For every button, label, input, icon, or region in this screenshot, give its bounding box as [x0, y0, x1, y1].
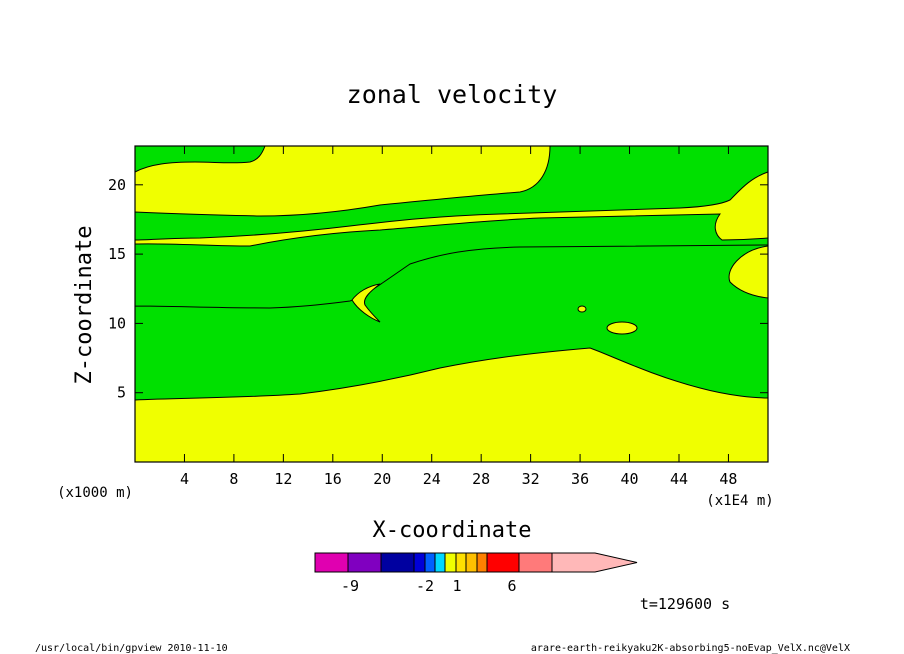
y-tick-label: 20 — [108, 176, 126, 194]
x-tick-label: 8 — [229, 470, 238, 488]
colorbar-labels: -9 -2 1 6 — [341, 577, 517, 595]
contour-island-oval — [606, 321, 638, 335]
x-tick-label: 48 — [719, 470, 737, 488]
contour-region-green-top — [134, 145, 266, 173]
x-tick-label: 24 — [423, 470, 441, 488]
colorbar-swatch — [314, 552, 349, 573]
x-tick-label: 4 — [180, 470, 189, 488]
footer-right: arare-earth-reikyaku2K-absorbing5-noEvap… — [531, 643, 850, 654]
colorbar-swatch — [444, 552, 457, 573]
colorbar-swatch — [455, 552, 467, 573]
y-axis: 5 10 15 20 — [108, 176, 768, 402]
colorbar-label: -2 — [416, 577, 434, 595]
y-tick-label: 10 — [108, 314, 126, 332]
y-axis-label: Z-coordinate — [72, 226, 97, 385]
colorbar-swatch — [347, 552, 382, 573]
colorbar-label: 1 — [452, 577, 461, 595]
x-tick-label: 36 — [571, 470, 589, 488]
chart-title: zonal velocity — [347, 80, 558, 109]
x-axis-label: X-coordinate — [373, 518, 532, 543]
footer-left: /usr/local/bin/gpview 2010-11-10 — [35, 643, 228, 654]
x-tick-label: 20 — [373, 470, 391, 488]
colorbar-swatch — [413, 552, 426, 573]
x-tick-label: 16 — [324, 470, 342, 488]
colorbar-swatch — [434, 552, 446, 573]
y-tick-label: 15 — [108, 245, 126, 263]
x-tick-label: 40 — [621, 470, 639, 488]
contour-region-green-middle — [134, 145, 769, 241]
colorbar-swatch — [424, 552, 436, 573]
colorbar-swatch — [476, 552, 488, 573]
colorbar-label: -9 — [341, 577, 359, 595]
x-tick-label: 32 — [522, 470, 540, 488]
contour-field — [134, 145, 769, 463]
y-tick-label: 5 — [117, 384, 126, 402]
x-unit-right: (x1E4 m) — [706, 493, 773, 509]
colorbar-swatch — [380, 552, 415, 573]
time-label: t=129600 s — [640, 595, 730, 613]
colorbar-swatch-arrow — [551, 552, 638, 573]
x-axis: 4 8 12 16 20 24 28 32 36 40 44 48 — [180, 146, 737, 488]
colorbar — [314, 552, 638, 573]
contour-island-small — [577, 305, 587, 313]
x-tick-label: 44 — [670, 470, 688, 488]
plot-frame — [134, 145, 769, 463]
contour-tongue-yellow — [351, 283, 381, 323]
colorbar-swatch — [518, 552, 553, 573]
colorbar-swatch — [486, 552, 520, 573]
colorbar-label: 6 — [507, 577, 516, 595]
x-tick-label: 12 — [274, 470, 292, 488]
x-tick-label: 28 — [472, 470, 490, 488]
x-unit-left: (x1000 m) — [57, 485, 133, 501]
colorbar-swatch — [465, 552, 478, 573]
